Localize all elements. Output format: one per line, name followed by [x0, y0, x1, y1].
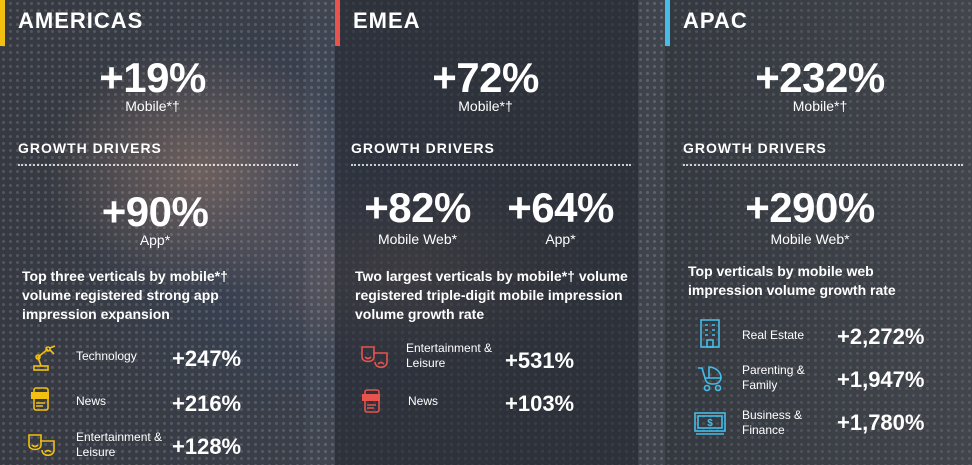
news-phone-icon — [362, 389, 380, 413]
vertical-row: Entertainment & Leisure +128% — [0, 428, 305, 465]
headline-label: Mobile*† — [458, 98, 513, 114]
driver-value: +82% — [364, 184, 471, 231]
vertical-value: +1,780% — [837, 410, 925, 435]
stroller-icon — [698, 366, 722, 392]
vertical-label: Business & Finance — [742, 408, 803, 437]
driver-value: +290% — [745, 184, 875, 231]
driver-value: +64% — [507, 184, 614, 231]
region-title: EMEA — [353, 8, 421, 33]
americas-accent-bar — [0, 0, 5, 46]
theater-masks-icon — [361, 346, 388, 369]
apac-accent-bar — [665, 0, 670, 46]
driver-label: App* — [139, 232, 171, 248]
headline-value: +19% — [99, 54, 206, 101]
verticals-description: Top verticals by mobile web impression v… — [688, 263, 896, 298]
vertical-label: Technology — [76, 349, 137, 363]
vertical-row: Entertainment & Leisure +531% — [335, 340, 638, 380]
headline-value: +72% — [432, 54, 539, 101]
growth-drivers-heading: GROWTH DRIVERS — [18, 140, 298, 166]
driver-label: Mobile Web* — [377, 231, 458, 247]
robot-arm-icon — [33, 345, 56, 371]
vertical-label: Entertainment & Leisure — [406, 341, 493, 370]
headline-value: +232% — [755, 54, 885, 101]
vertical-label: News — [408, 394, 439, 408]
vertical-value: +103% — [505, 391, 575, 416]
americas-panel: AMERICAS +19% Mobile*† GROWTH DRIVERS +9… — [0, 0, 305, 465]
svg-text:$: $ — [707, 418, 713, 429]
verticals-description: Two largest verticals by mobile*† volume… — [355, 268, 628, 322]
vertical-label: Entertainment & Leisure — [76, 430, 163, 459]
vertical-value: +531% — [505, 348, 575, 373]
region-title: AMERICAS — [18, 8, 144, 33]
vertical-label: News — [76, 394, 107, 408]
vertical-value: +2,272% — [837, 324, 925, 349]
driver-label: App* — [545, 231, 576, 247]
vertical-row: Technology +247% — [0, 340, 305, 380]
money-icon: $ — [694, 412, 726, 435]
vertical-value: +216% — [172, 391, 242, 416]
vertical-row: News +103% — [335, 386, 638, 426]
apac-panel: APAC +232% Mobile*† GROWTH DRIVERS +290%… — [665, 0, 972, 465]
emea-accent-bar — [335, 0, 340, 46]
headline-label: Mobile*† — [792, 98, 848, 114]
building-icon — [700, 319, 720, 348]
growth-drivers-heading: GROWTH DRIVERS — [683, 140, 963, 166]
vertical-value: +128% — [172, 434, 242, 459]
verticals-description: Top three verticals by mobile*† volume r… — [22, 268, 228, 322]
vertical-label: Parenting & Family — [742, 363, 805, 392]
vertical-row: Parenting & Family +1,947% — [665, 360, 972, 400]
driver-value: +90% — [101, 188, 209, 235]
vertical-row: Real Estate +2,272% — [665, 315, 972, 355]
region-title: APAC — [683, 8, 748, 33]
driver-label: Mobile Web* — [770, 231, 850, 247]
vertical-value: +1,947% — [837, 367, 925, 392]
vertical-row: $ Business & Finance +1,780% — [665, 405, 972, 445]
vertical-row: News +216% — [0, 384, 305, 424]
theater-masks-icon — [28, 434, 55, 457]
growth-drivers-heading: GROWTH DRIVERS — [351, 140, 631, 166]
news-phone-icon — [31, 387, 49, 411]
vertical-label: Real Estate — [742, 328, 805, 342]
headline-label: Mobile*† — [125, 98, 180, 114]
emea-panel: EMEA +72% Mobile*† GROWTH DRIVERS +82% M… — [335, 0, 638, 465]
vertical-value: +247% — [172, 346, 242, 371]
